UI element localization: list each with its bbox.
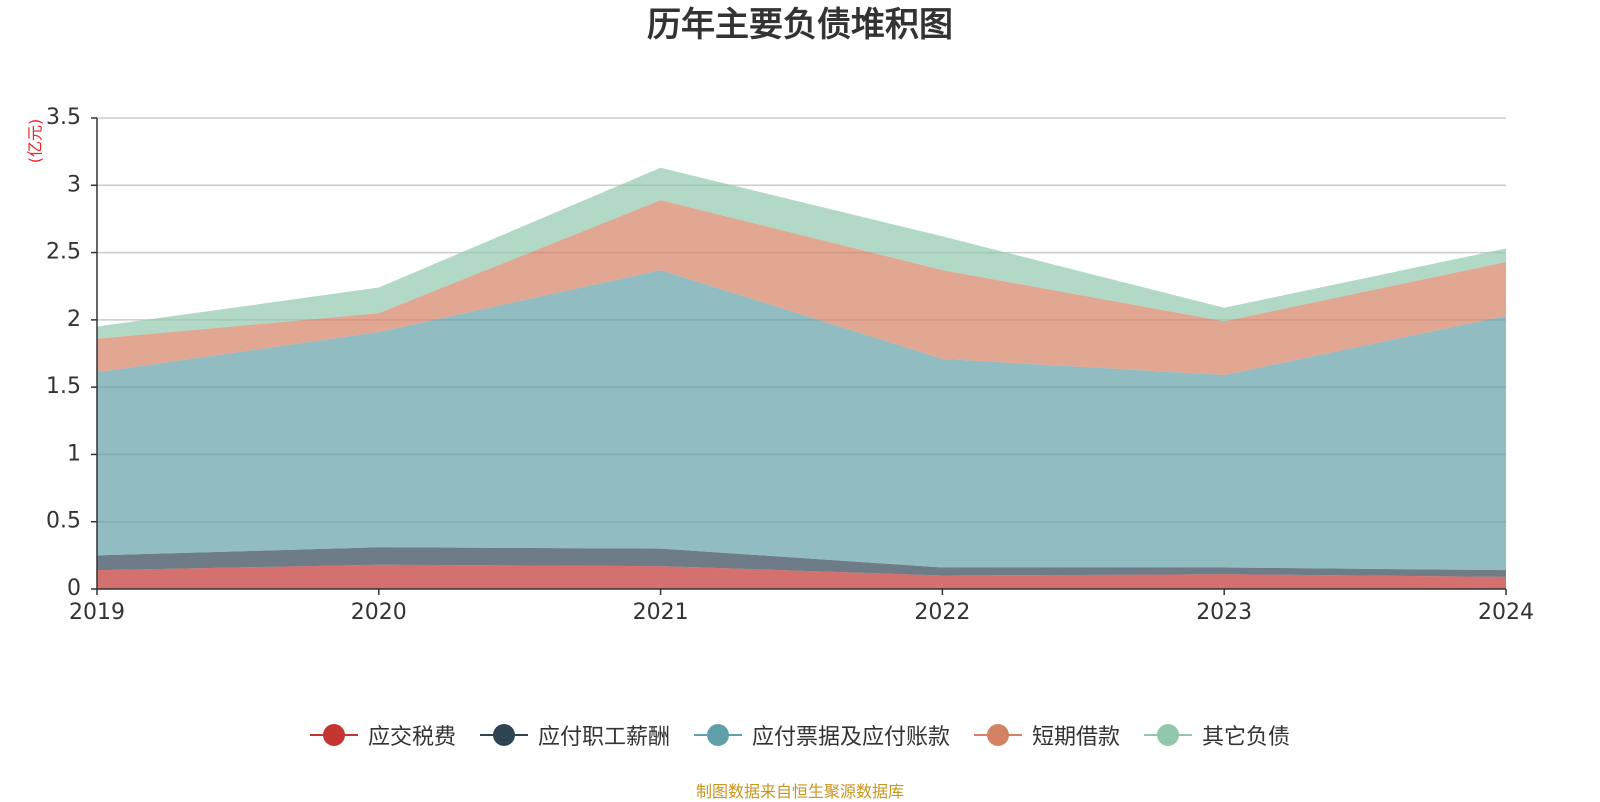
y-tick-label: 2.5: [46, 240, 81, 265]
y-tick-label: 3.5: [46, 105, 81, 130]
axes: 0 0.5 1 1.5 2 2.5 3 3.5 2019 2020 2021 2022 2023 2024: [46, 105, 1534, 625]
legend-label: 其它负债: [1202, 725, 1291, 750]
legend-label: 短期借款: [1032, 725, 1121, 750]
legend-marker-icon: [693, 724, 742, 746]
legend-item[interactable]: 应付票据及应付账款: [693, 719, 950, 751]
legend-item[interactable]: 其它负债: [1144, 719, 1290, 751]
legend-marker-icon: [479, 724, 528, 746]
legend-item[interactable]: 应交税费: [309, 719, 456, 751]
legend-label: 应付票据及应付账款: [751, 725, 950, 750]
legend-label: 应付职工薪酬: [537, 725, 670, 750]
area-series-0: [97, 564, 1506, 589]
y-tick-label: 0.5: [46, 509, 81, 534]
legend-marker-icon: [1144, 724, 1193, 746]
x-tick-label: 2020: [351, 600, 407, 625]
legend-marker-icon: [309, 724, 358, 746]
y-tick-label: 1: [67, 441, 81, 466]
x-tick-label: 2022: [914, 600, 970, 625]
x-tick-label: 2023: [1196, 600, 1252, 625]
chart-title: 历年主要负债堆积图: [647, 5, 953, 45]
area-series-2: [97, 270, 1506, 571]
x-tick-label: 2019: [69, 600, 125, 625]
area-series-1: [97, 547, 1506, 577]
y-tick-label: 3: [67, 172, 81, 197]
source-note: 制图数据来自恒生聚源数据库: [695, 782, 904, 801]
y-tick-label: 2: [67, 307, 81, 332]
y-tick-label: 0: [67, 576, 81, 601]
legend: 应交税费 应付职工薪酬 应付票据及应付账款 短期借款 其它负债: [0, 715, 1600, 755]
legend-item[interactable]: 应付职工薪酬: [479, 719, 670, 751]
legend-marker-icon: [974, 724, 1022, 746]
y-axis-label: (亿元): [26, 119, 45, 164]
area-series-4: [97, 167, 1506, 339]
y-tick-label: 1.5: [46, 374, 81, 399]
area-series: [97, 167, 1506, 589]
x-tick-label: 2021: [633, 600, 689, 625]
legend-label: 应交税费: [367, 725, 456, 750]
x-tick-label: 2024: [1478, 600, 1534, 625]
area-series-3: [97, 200, 1506, 376]
legend-item[interactable]: 短期借款: [974, 719, 1120, 751]
